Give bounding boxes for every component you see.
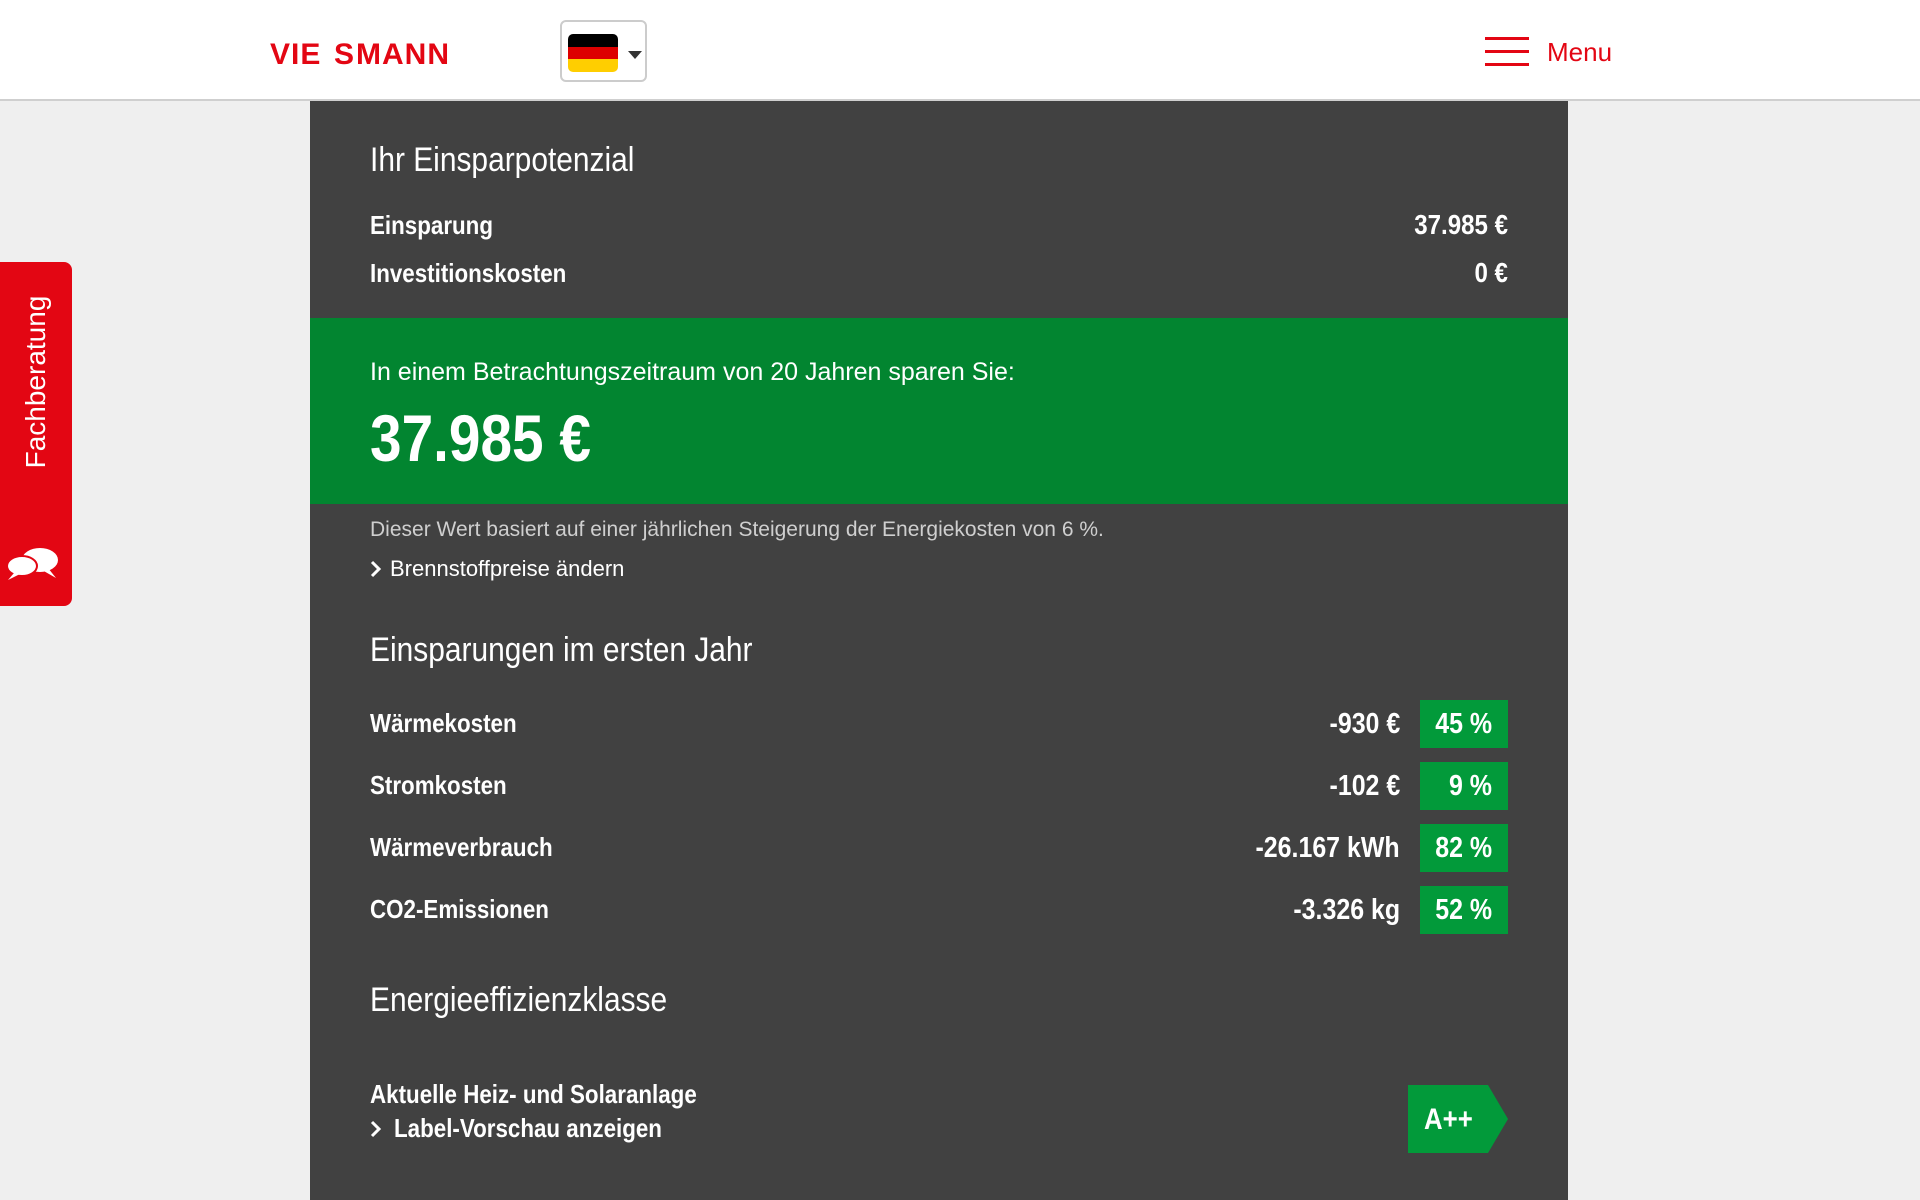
svg-text:MANN: MANN [356, 38, 450, 71]
potential-row-label: Einsparung [370, 209, 493, 240]
fuel-prices-link[interactable]: Brennstoffpreise ändern [370, 556, 624, 582]
savings-row: Wärmeverbrauch -26.167 kWh 82 % [370, 824, 1508, 872]
savings-row-value: -26.167 kWh [1255, 832, 1400, 864]
savings-panel: Ihr Einsparpotenzial Einsparung 37.985 €… [310, 101, 1568, 1200]
savings-row-percent: 45 % [1420, 700, 1508, 748]
efficiency-arrow-shape [1408, 1085, 1508, 1153]
savings-row-label: Wärmekosten [370, 708, 517, 738]
chat-bubbles-icon [6, 548, 58, 580]
savings-row: Wärmekosten -930 € 45 % [370, 700, 1508, 748]
savings-row-percent-text: 45 % [1435, 707, 1492, 740]
savings-row-label: Wärmeverbrauch [370, 832, 553, 862]
efficiency-class-badge: A++ [1408, 1085, 1508, 1153]
savings-row-percent: 9 % [1420, 762, 1508, 810]
savings-row: Stromkosten -102 € 9 % [370, 762, 1508, 810]
menu-label: Menu [1547, 36, 1613, 67]
savings-row: CO2-Emissionen -3.326 kg 52 % [370, 886, 1508, 934]
language-selector[interactable] [560, 20, 647, 82]
viessmann-logo-graphic: VIE S S MANN [270, 38, 450, 71]
potential-row-value: 0 € [1474, 257, 1508, 288]
potential-row-label: Investitionskosten [370, 257, 567, 288]
efficiency-class-text: A++ [1424, 1103, 1473, 1136]
caret-down-icon [628, 51, 642, 59]
fachberatung-label: Fachberatung [20, 295, 51, 469]
assumption-note: Dieser Wert basiert auf einer jährlichen… [370, 518, 1104, 541]
efficiency-label: Aktuelle Heiz- und Solaranlage [370, 1079, 697, 1109]
savings-row-percent: 82 % [1420, 824, 1508, 872]
svg-text:S: S [334, 38, 355, 71]
total-savings-subtitle: In einem Betrachtungszeitraum von 20 Jah… [370, 358, 1015, 386]
svg-text:VIE: VIE [270, 38, 321, 71]
label-preview-link[interactable]: Label-Vorschau anzeigen [370, 1113, 706, 1144]
fuel-prices-link-label: Brennstoffpreise ändern [390, 556, 625, 581]
menu-button[interactable]: Menu [1485, 36, 1612, 68]
header-bar: VIE S S MANN Menu [0, 0, 1920, 101]
savings-row-label: CO2-Emissionen [370, 894, 549, 924]
first-year-title: Einsparungen im ersten Jahr [370, 631, 753, 669]
total-savings-amount: 37.985 € [370, 401, 591, 475]
fachberatung-tab[interactable]: Fachberatung [0, 262, 72, 606]
savings-row-label: Stromkosten [370, 770, 507, 800]
potential-row-value: 37.985 € [1414, 209, 1508, 240]
de-flag-icon [568, 34, 618, 72]
viessmann-logo[interactable]: VIE S S MANN [270, 34, 470, 74]
savings-row-percent: 52 % [1420, 886, 1508, 934]
savings-row-value: -102 € [1329, 770, 1400, 802]
efficiency-title: Energieeffizienzklasse [370, 981, 668, 1019]
hamburger-icon [1485, 37, 1529, 67]
savings-row-value: -930 € [1329, 708, 1400, 740]
total-savings-highlight: In einem Betrachtungszeitraum von 20 Jah… [310, 318, 1568, 504]
savings-row-percent-text: 82 % [1435, 831, 1492, 864]
potential-title: Ihr Einsparpotenzial [370, 141, 635, 179]
potential-row: Einsparung 37.985 € [370, 205, 1508, 245]
savings-row-value: -3.326 kg [1293, 894, 1400, 926]
savings-row-percent-text: 9 % [1449, 769, 1492, 802]
label-preview-link-label: Label-Vorschau anzeigen [394, 1113, 662, 1143]
chevron-right-icon [370, 560, 382, 578]
savings-row-percent-text: 52 % [1435, 893, 1492, 926]
chevron-right-icon [370, 1120, 382, 1137]
potential-row: Investitionskosten 0 € [370, 253, 1508, 293]
